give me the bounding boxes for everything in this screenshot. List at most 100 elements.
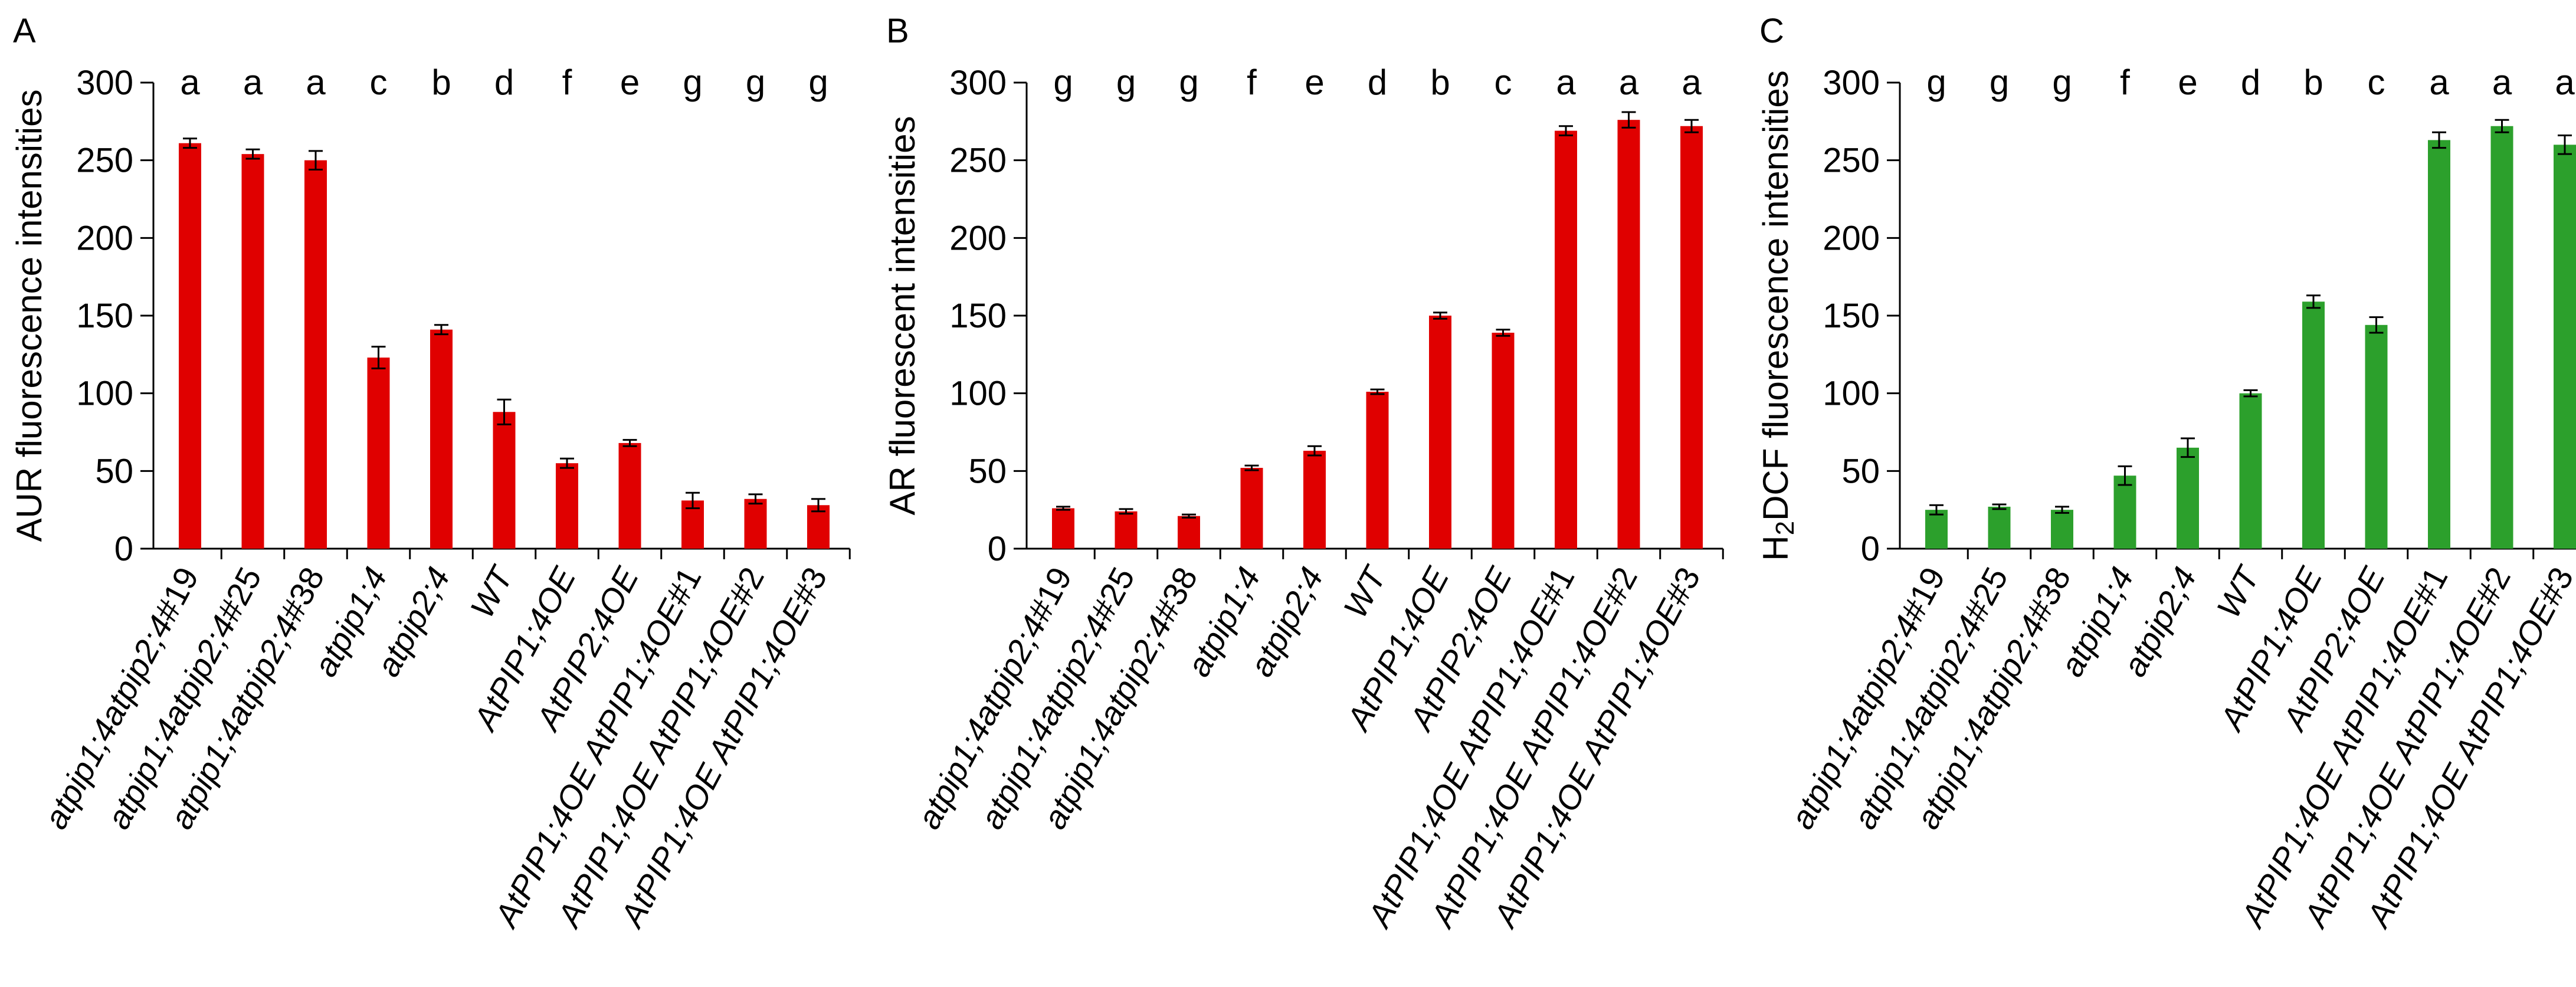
y-tick-label: 300 (949, 64, 1007, 102)
y-tick-label: 0 (988, 530, 1007, 568)
y-tick-label: 250 (949, 142, 1007, 180)
significance-letter: g (2052, 63, 2072, 102)
significance-letter: d (1368, 63, 1387, 102)
y-axis-label-main: H (1756, 535, 1795, 560)
panel-c: C 0 50 100 150 200 250 300 H2DCF fluorescence in… (1756, 12, 2576, 934)
y-tick-label: 50 (1841, 452, 1880, 490)
y-axis-label-subscript: 2 (1771, 521, 1800, 535)
bar (1555, 130, 1577, 549)
bar (304, 160, 327, 549)
significance-letter: g (1179, 63, 1198, 102)
y-tick-label: 250 (1823, 142, 1880, 180)
x-tick-label: WT (1336, 559, 1394, 624)
bar (2302, 301, 2325, 549)
panel-b: B 0 50 100 150 200 250 300 AR fluorescent intens… (883, 12, 1724, 934)
bar (179, 143, 201, 549)
significance-letter: g (746, 63, 765, 102)
significance-letter: a (180, 63, 200, 102)
bar (493, 412, 516, 549)
bar (807, 505, 830, 549)
bar (556, 463, 578, 549)
bar (2554, 145, 2576, 549)
y-tick-label: 300 (1823, 64, 1880, 102)
bar (2365, 324, 2388, 549)
x-tick-label: WT (463, 559, 521, 624)
y-axis-label-rest: DCF fluorescence intensities (1756, 70, 1795, 521)
significance-letter: a (1556, 63, 1576, 102)
y-tick-label: 0 (114, 530, 133, 568)
bar (1115, 511, 1138, 549)
y-tick-label: 100 (76, 375, 133, 413)
y-tick-label: 200 (949, 219, 1007, 257)
bar (2113, 476, 2136, 549)
significance-letter: f (2120, 63, 2130, 102)
panel-label: A (13, 12, 36, 50)
bar (1492, 332, 1515, 549)
bar (2428, 140, 2450, 549)
bar (430, 329, 453, 549)
bar (2051, 510, 2073, 549)
bar (618, 442, 641, 549)
x-tick-label-stem: WT (463, 559, 521, 624)
significance-letter: a (1682, 63, 1702, 102)
bar (1988, 506, 2011, 549)
bar (1240, 468, 1263, 549)
y-tick-label: 200 (1823, 219, 1880, 257)
significance-letter: c (370, 63, 388, 102)
y-tick-label: 50 (95, 452, 133, 490)
significance-letter: a (243, 63, 263, 102)
significance-letter: e (1305, 63, 1324, 102)
significance-letter: f (562, 63, 572, 102)
x-tick-label-stem: WT (1336, 559, 1394, 624)
bar (1052, 508, 1074, 549)
significance-letter: g (1926, 63, 1946, 102)
bar (241, 154, 264, 549)
y-tick-label: 50 (968, 452, 1007, 490)
bar (367, 358, 390, 549)
y-axis-label: H2DCF fluorescence intensities (1756, 70, 1800, 560)
significance-letter: b (2303, 63, 2323, 102)
y-tick-label: 200 (76, 219, 133, 257)
bar (2239, 393, 2262, 549)
y-tick-label: 150 (1823, 297, 1880, 335)
y-tick-label: 0 (1861, 530, 1880, 568)
significance-letter: c (2368, 63, 2385, 102)
bar (2490, 126, 2513, 549)
significance-letter: a (306, 63, 326, 102)
significance-letter: d (2241, 63, 2260, 102)
significance-letter: g (1053, 63, 1073, 102)
y-tick-label: 150 (76, 297, 133, 335)
bar (744, 499, 767, 549)
y-tick-label: 300 (76, 64, 133, 102)
significance-letter: b (1430, 63, 1450, 102)
significance-letter: a (2555, 63, 2575, 102)
significance-letter: c (1495, 63, 1512, 102)
significance-letter: a (2492, 63, 2512, 102)
y-axis-label: AR fluorescent intensities (883, 116, 922, 516)
significance-letter: b (431, 63, 451, 102)
y-tick-label: 150 (949, 297, 1007, 335)
significance-letter: g (683, 63, 702, 102)
significance-letter: e (620, 63, 640, 102)
bar (1429, 316, 1451, 549)
significance-letter: g (808, 63, 828, 102)
bar (1303, 451, 1326, 549)
y-tick-label: 100 (1823, 375, 1880, 413)
significance-letter: e (2178, 63, 2197, 102)
significance-letter: f (1247, 63, 1257, 102)
significance-letter: a (1619, 63, 1639, 102)
bar (2177, 447, 2199, 549)
panel-label: B (886, 12, 909, 50)
bar (1925, 510, 1948, 549)
panel-a: A 0 50 100 150 200 250 300 AUR fluorescence inte… (9, 12, 851, 934)
bar (1680, 126, 1703, 549)
x-tick-label-stem: WT (2210, 559, 2267, 624)
bar (1178, 516, 1200, 549)
bar (1617, 120, 1640, 549)
panel-label: C (1759, 12, 1784, 50)
significance-letter: g (1990, 63, 2009, 102)
significance-letter: a (2429, 63, 2449, 102)
bar (1366, 392, 1389, 549)
y-axis-label: AUR fluorescence intensities (9, 89, 49, 542)
